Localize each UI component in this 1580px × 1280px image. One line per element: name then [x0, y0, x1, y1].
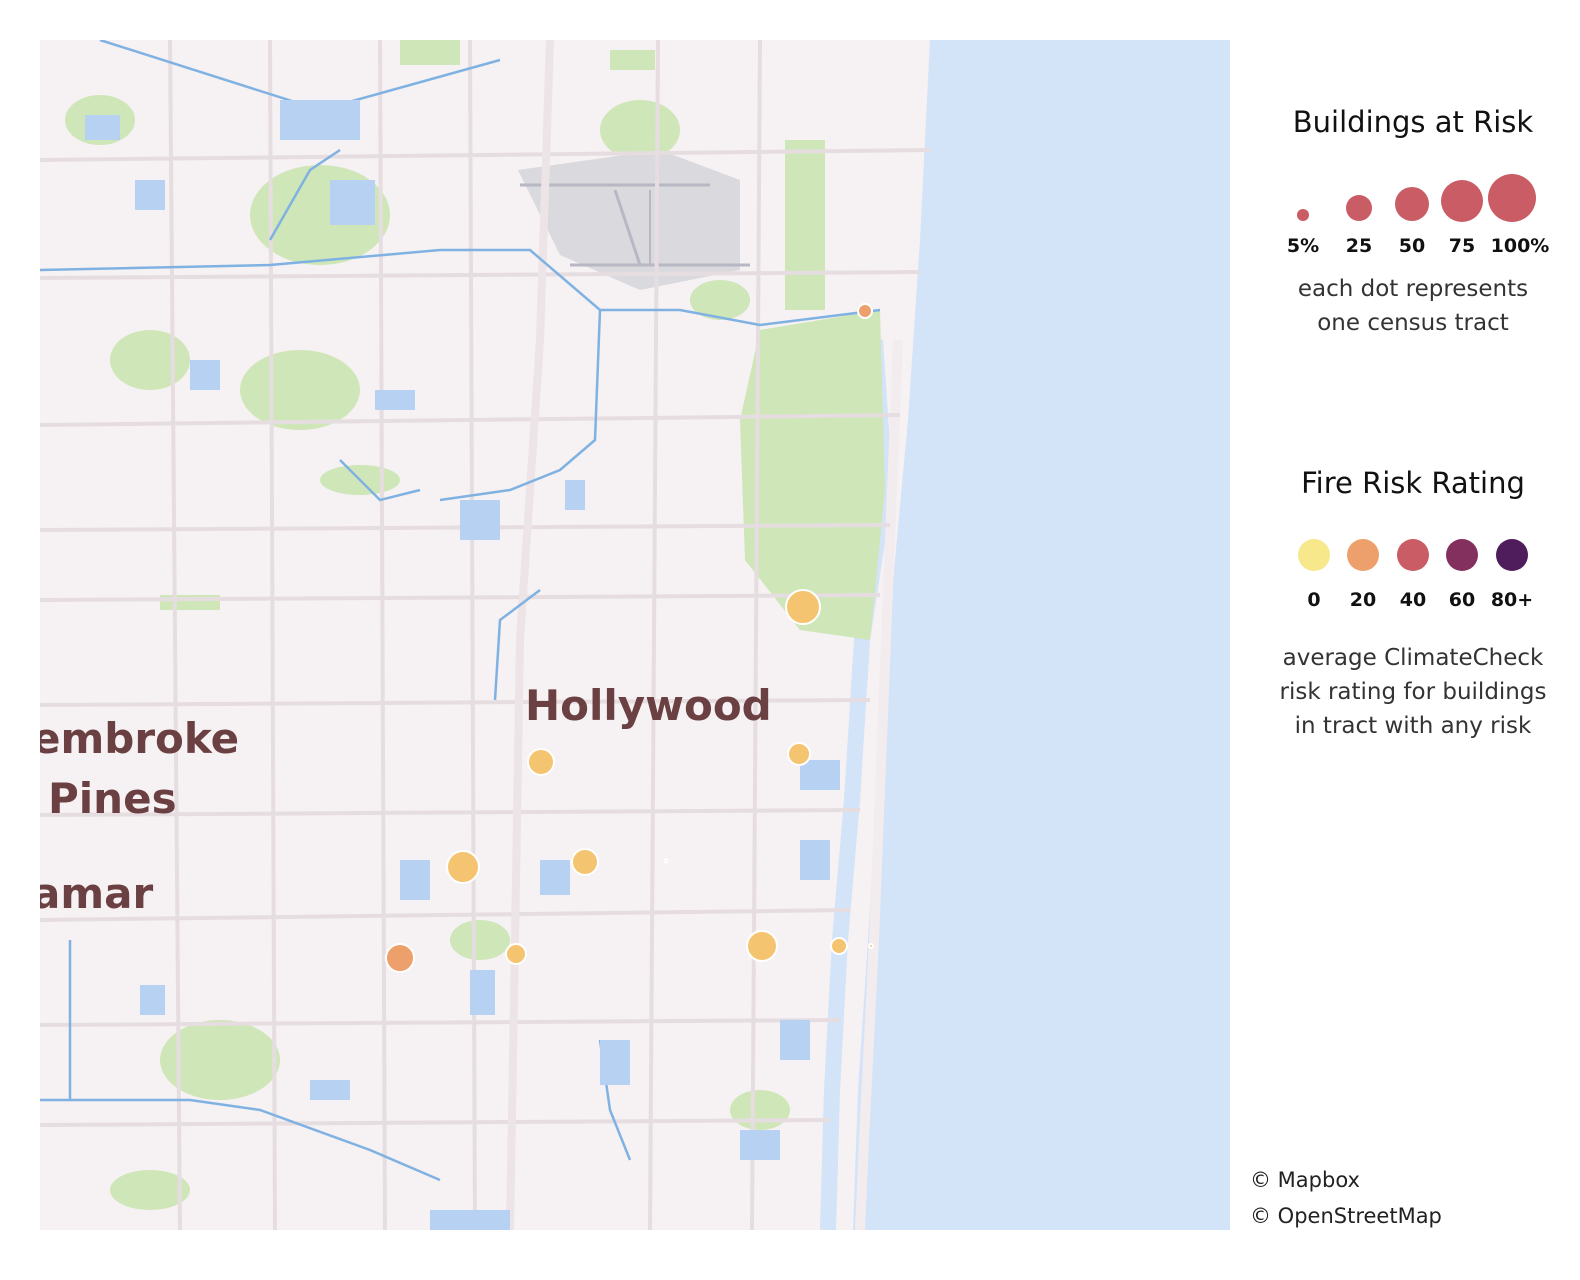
tract-dot[interactable]: [663, 858, 669, 864]
tract-dot[interactable]: [857, 303, 873, 319]
tract-dot[interactable]: [571, 848, 599, 876]
tract-dot[interactable]: [385, 943, 415, 973]
tract-dot[interactable]: [785, 589, 821, 625]
size-legend: 5% 25 50 75 100%: [1287, 174, 1550, 257]
color-legend-tick: 0: [1307, 589, 1320, 611]
color-legend-swatch-40: [1397, 539, 1429, 571]
osm-attribution[interactable]: © OpenStreetMap: [1250, 1204, 1442, 1228]
color-legend-tick: 60: [1449, 589, 1475, 611]
miramar-label: amar: [40, 869, 153, 918]
pembroke-pines-label-1: embroke: [40, 714, 239, 763]
size-legend-dot-100: [1488, 174, 1536, 222]
color-legend-title: Fire Risk Rating: [1301, 466, 1525, 500]
color-legend-swatch-0: [1298, 539, 1330, 571]
roads: [40, 40, 931, 1230]
size-legend-note: each dot represents one census tract: [1297, 276, 1529, 336]
color-legend-swatch-80: [1496, 539, 1528, 571]
lakes: [85, 100, 840, 1230]
color-legend-note: average ClimateCheck risk rating for bui…: [1279, 645, 1547, 739]
hollywood-label: Hollywood: [525, 681, 772, 730]
barrier-island: [855, 339, 903, 1230]
size-legend-tick: 50: [1399, 235, 1425, 257]
tract-dot[interactable]: [505, 943, 527, 965]
size-legend-tick: 25: [1346, 235, 1372, 257]
size-legend-dot-25: [1346, 195, 1372, 221]
tract-dot[interactable]: [746, 930, 778, 962]
tract-dot[interactable]: [868, 943, 874, 949]
size-legend-dot-5: [1297, 209, 1309, 221]
color-legend-tick: 80+: [1491, 589, 1533, 611]
tract-dot[interactable]: [787, 742, 811, 766]
pembroke-pines-label-2: Pines: [48, 774, 177, 823]
tract-dot[interactable]: [527, 748, 555, 776]
map-view[interactable]: Hollywood embroke Pines amar: [40, 40, 1230, 1230]
size-legend-tick: 100%: [1491, 235, 1550, 257]
color-legend-swatch-60: [1446, 539, 1478, 571]
color-legend-swatch-20: [1347, 539, 1379, 571]
color-legend-tick: 40: [1400, 589, 1426, 611]
color-legend: 0 20 40 60 80+: [1298, 539, 1533, 611]
tract-dot[interactable]: [446, 850, 480, 884]
tract-dots: [385, 303, 874, 973]
size-legend-tick: 5%: [1287, 235, 1319, 257]
ocean: [853, 40, 1230, 1230]
size-legend-dot-75: [1441, 180, 1483, 222]
tract-dot[interactable]: [830, 937, 848, 955]
color-legend-tick: 20: [1350, 589, 1376, 611]
size-legend-dot-50: [1395, 187, 1429, 221]
size-legend-title: Buildings at Risk: [1292, 105, 1534, 139]
mapbox-attribution[interactable]: © Mapbox: [1250, 1168, 1360, 1192]
airport: [518, 150, 750, 290]
size-legend-tick: 75: [1449, 235, 1475, 257]
